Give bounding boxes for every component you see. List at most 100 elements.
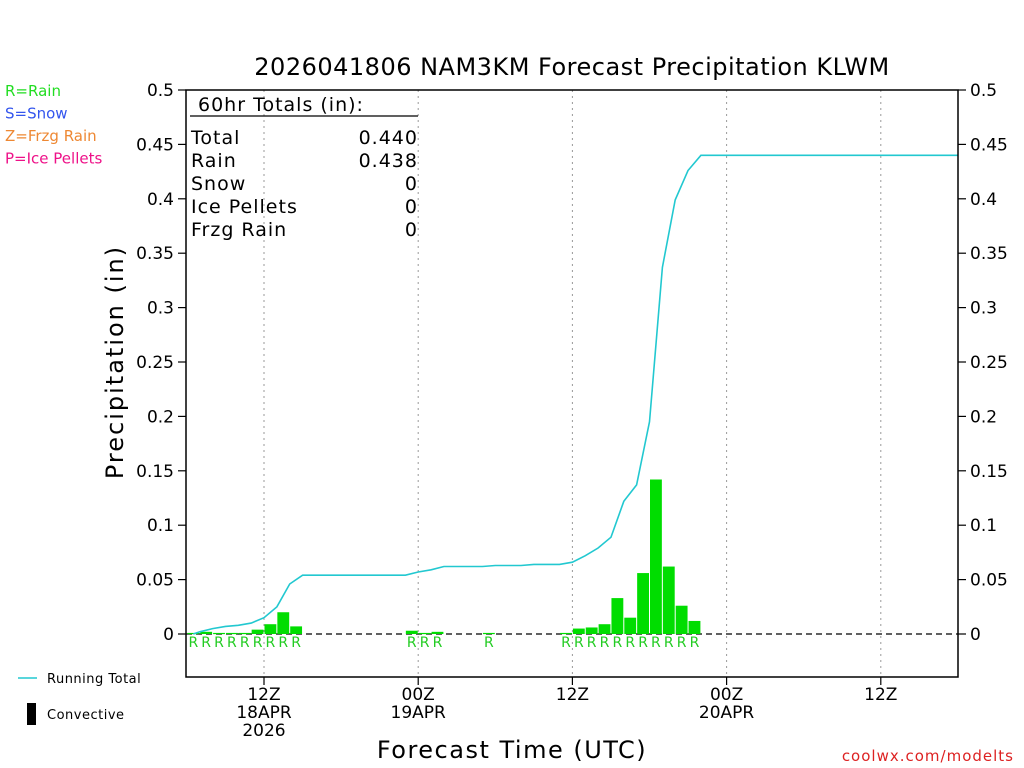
totals-label: Snow [191, 173, 246, 195]
y-tick-label-left: 0.45 [136, 135, 174, 155]
y-tick-label-left: 0.15 [136, 462, 174, 482]
y-tick-label-right: 0.45 [970, 135, 1008, 155]
rain-bar [418, 632, 431, 635]
y-tick-label-left: 0.5 [147, 81, 174, 101]
y-tick-label-right: 0.2 [970, 407, 997, 427]
totals-value: 0 [405, 219, 418, 241]
hourly-bars [187, 479, 701, 635]
y-tick-label-right: 0.5 [970, 81, 997, 101]
type-letter: R [278, 635, 288, 651]
type-letter: R [638, 635, 648, 651]
type-letter: R [253, 635, 263, 651]
type-legend-entry: R=Rain [5, 82, 61, 100]
type-letter: R [484, 635, 494, 651]
x-tick-label: 19APR [391, 703, 447, 723]
y-tick-label-left: 0.4 [147, 190, 174, 210]
totals-label: Frzg Rain [191, 219, 287, 241]
type-letter: R [600, 635, 610, 651]
type-legend-entry: S=Snow [5, 105, 68, 123]
type-letter: R [677, 635, 687, 651]
type-letter: R [561, 635, 571, 651]
y-tick-label-right: 0.4 [970, 190, 997, 210]
type-letter: R [574, 635, 584, 651]
legend-label: Convective [47, 708, 125, 723]
totals-label: Ice Pellets [191, 196, 298, 218]
type-letter: R [625, 635, 635, 651]
y-tick-label-right: 0.3 [970, 299, 997, 319]
rain-bar [225, 632, 238, 635]
y-tick-label-right: 0.25 [970, 353, 1008, 373]
type-letter: R [188, 635, 198, 651]
type-letter: R [201, 635, 211, 651]
totals-header: 60hr Totals (in): [198, 94, 364, 116]
chart-title: 2026041806 NAM3KM Forecast Precipitation… [254, 53, 889, 81]
legend-bar-swatch [27, 703, 36, 725]
totals-label: Total [190, 127, 240, 149]
x-tick-label: 18APR [236, 703, 292, 723]
y-tick-label-left: 0.05 [136, 571, 174, 591]
rain-bar [405, 630, 418, 634]
y-tick-label-right: 0.15 [970, 462, 1008, 482]
rain-bar [238, 632, 251, 635]
type-legend-entry: P=Ice Pellets [5, 150, 102, 168]
type-letter: R [266, 635, 276, 651]
rain-bar [637, 573, 649, 634]
x-axis-label: Forecast Time (UTC) [377, 736, 647, 764]
running-total-line [193, 154, 958, 635]
rain-bar [264, 624, 277, 634]
rain-bar [650, 479, 662, 634]
x-tick-label: 12Z [556, 685, 589, 705]
y-tick-label-left: 0.3 [147, 299, 174, 319]
x-tick-label: 20APR [699, 703, 755, 723]
rain-bar [662, 566, 675, 634]
type-letter: R [651, 635, 661, 651]
y-axis-label: Precipitation (in) [101, 245, 129, 479]
x-tick-label: 12Z [864, 685, 897, 705]
rain-bar [598, 624, 611, 634]
rain-bar [277, 612, 290, 634]
y-tick-label-left: 0.2 [147, 407, 174, 427]
totals-value: 0.438 [359, 150, 418, 172]
totals-rows: Total 0.440 Rain 0.438 Snow 0 Ice Pellets 0 Frzg… [190, 127, 418, 241]
type-letter: R [587, 635, 597, 651]
y-tick-label-right: 0 [970, 625, 981, 645]
type-letter: R [227, 635, 237, 651]
credit-text: coolwx.com/modelts [842, 747, 1014, 765]
type-letter: R [433, 635, 443, 651]
rain-bar [560, 632, 572, 635]
y-axis-ticks: 0 00.05 0.050.1 0.10.15 0.150.2 0.20.25 0.250.… [136, 81, 1008, 645]
y-tick-label-left: 0.1 [147, 516, 174, 536]
series-legend: Running Total Convective [18, 672, 141, 725]
totals-value: 0.440 [359, 127, 418, 149]
rain-bar [585, 627, 598, 634]
precip-type-legend: R=Rain S=Snow Z=Frzg Rain P=Ice Pellets [5, 82, 102, 168]
y-tick-label-left: 0.35 [136, 244, 174, 264]
legend-label: Running Total [47, 672, 141, 687]
rain-bar [290, 626, 303, 634]
rain-bar [611, 598, 624, 634]
type-legend-entry: Z=Frzg Rain [5, 127, 97, 145]
rain-bar [200, 631, 213, 634]
y-tick-label-left: 0.25 [136, 353, 174, 373]
y-tick-label-right: 0.35 [970, 244, 1008, 264]
x-tick-label: 00Z [402, 685, 435, 705]
vertical-gridlines [263, 90, 882, 677]
type-letter: R [664, 635, 674, 651]
rain-bar [213, 632, 225, 635]
type-letter: R [407, 635, 417, 651]
x-tick-label: 2026 [242, 721, 285, 741]
rain-bar [688, 620, 701, 634]
rain-bar [675, 605, 688, 634]
rain-bar [482, 632, 495, 635]
totals-label: Rain [191, 150, 237, 172]
type-letter: R [214, 635, 224, 651]
x-tick-label: 00Z [710, 685, 743, 705]
running-total-line-group [193, 154, 958, 635]
type-letter: R [240, 635, 250, 651]
rain-bar [251, 629, 264, 634]
totals-box: 60hr Totals (in): Total 0.440 Rain 0.438 Sno… [190, 94, 418, 241]
